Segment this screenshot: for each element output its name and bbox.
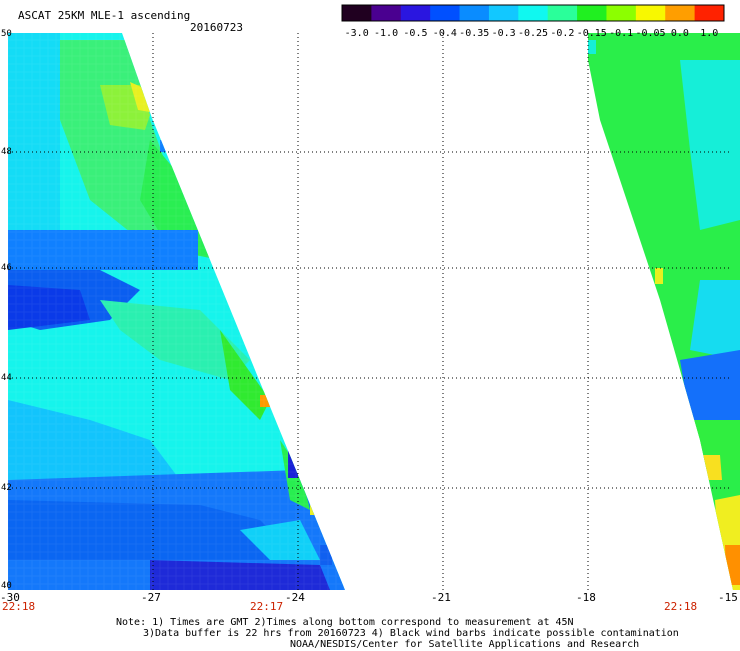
colorbar-label: -0.3 xyxy=(492,28,516,39)
colorbar-border xyxy=(341,4,725,22)
note-line-2: 3)Data buffer is 22 hrs from 20160723 4)… xyxy=(143,628,679,639)
time-label-center: 22:17 xyxy=(250,600,284,613)
lat-label-48: 48 xyxy=(1,147,12,157)
colorbar-segment xyxy=(371,5,402,21)
colorbar-label: 1.0 xyxy=(700,28,718,39)
lon-label-27: -27 xyxy=(141,591,161,604)
lat-label-44: 44 xyxy=(1,373,12,383)
colorbar-segment xyxy=(665,5,696,21)
colorbar: -3.0 -1.0 -0.5 -0.4 -0.35 -0.3 -0.25 -0.2 -0.15-… xyxy=(341,4,725,39)
colorbar-label: -0.1 xyxy=(609,28,633,39)
note-line-3: NOAA/NESDIS/Center for Satellite Applica… xyxy=(290,639,640,650)
lat-label-46: 46 xyxy=(1,263,12,273)
colorbar-label: -1.0 xyxy=(374,28,398,39)
colorbar-label: 0.0 xyxy=(671,28,689,39)
colorbar-label: -0.5 xyxy=(403,28,427,39)
colorbar-segment xyxy=(547,5,578,21)
colorbar-segment xyxy=(606,5,637,21)
lat-label-50: 50 xyxy=(1,29,12,39)
colorbar-segment xyxy=(635,5,666,21)
lat-label-40: 40 xyxy=(1,581,12,591)
colorbar-segment xyxy=(459,5,490,21)
plot-date: 20160723 xyxy=(190,21,243,34)
colorbar-label: -0.15 xyxy=(577,28,607,39)
right-swath xyxy=(588,33,740,590)
colorbar-label: -0.2 xyxy=(550,28,574,39)
time-label-left: 22:18 xyxy=(2,600,36,613)
colorbar-label: -0.35 xyxy=(459,28,489,39)
colorbar-label: -3.0 xyxy=(345,28,369,39)
lon-label-15: -15 xyxy=(718,591,738,604)
colorbar-segment xyxy=(577,5,607,21)
time-label-right: 22:18 xyxy=(664,600,698,613)
lon-label-21: -21 xyxy=(431,591,451,604)
lon-label-18: -18 xyxy=(576,591,596,604)
colorbar-label: -0.05 xyxy=(635,28,665,39)
colorbar-label: -0.4 xyxy=(433,28,457,39)
colorbar-segment xyxy=(430,5,461,21)
lon-label-24: -24 xyxy=(285,591,305,604)
lon-label-30: -30 xyxy=(0,591,20,604)
colorbar-segment xyxy=(694,5,725,21)
plot-title: ASCAT 25KM MLE-1 ascending xyxy=(18,9,191,22)
colorbar-segment xyxy=(518,5,549,21)
colorbar-segment xyxy=(488,5,519,21)
colorbar-segment xyxy=(400,5,431,21)
colorbar-segment xyxy=(342,5,372,21)
lat-label-42: 42 xyxy=(1,483,12,493)
grid-lines xyxy=(8,33,732,590)
colorbar-label: -0.25 xyxy=(518,28,548,39)
left-swath xyxy=(8,33,345,590)
note-line-1: Note: 1) Times are GMT 2)Times along bot… xyxy=(116,617,574,628)
